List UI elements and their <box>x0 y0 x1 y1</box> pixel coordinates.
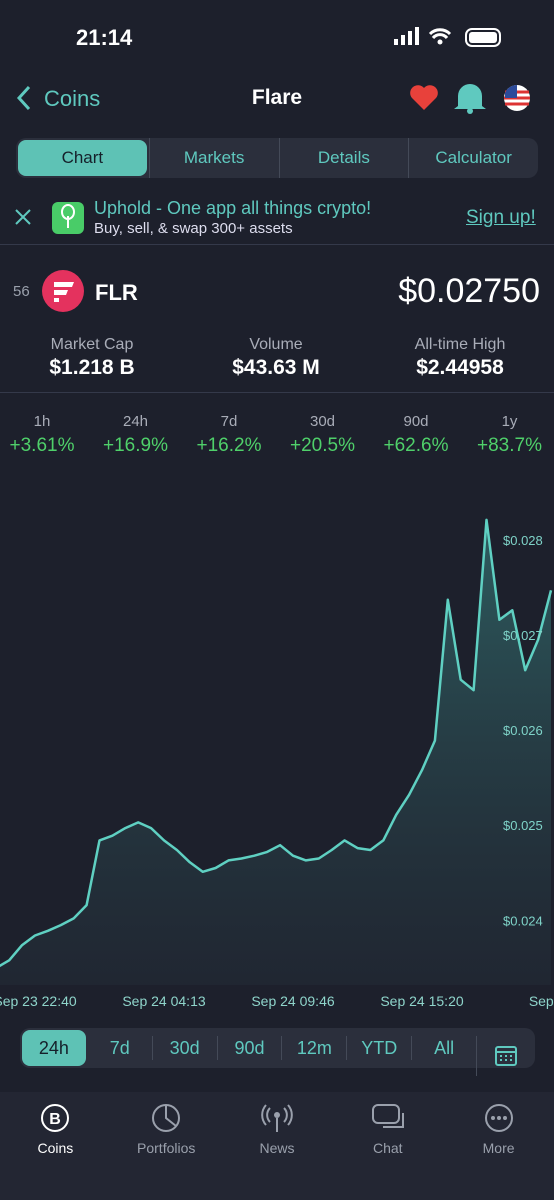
stat-label: Volume <box>249 336 303 353</box>
x-tick-label: Sep 24 <box>529 993 554 1009</box>
nav-item[interactable]: B Coins <box>0 1092 111 1200</box>
change-value: +3.61% <box>9 435 75 456</box>
area <box>0 519 551 985</box>
change-period: 30d <box>309 413 336 430</box>
calendar-button[interactable] <box>476 1036 535 1076</box>
y-tick-label: $0.028 <box>503 533 543 548</box>
nav-label: Portfolios <box>137 1140 196 1156</box>
change-value: +16.9% <box>103 435 168 456</box>
price-change: 90d +62.6% <box>370 413 462 457</box>
nav-label: Coins <box>37 1140 74 1156</box>
stat-value: $43.63 M <box>232 356 320 379</box>
range-button[interactable]: 12m <box>281 1036 346 1060</box>
divider <box>0 392 554 393</box>
change-value: +83.7% <box>477 435 542 456</box>
x-tick-label: Sep 24 04:13 <box>122 993 206 1009</box>
nav-item[interactable]: More <box>443 1092 554 1200</box>
stat: Market Cap $1.218 B <box>0 336 184 380</box>
back-button[interactable]: Coins <box>44 86 101 111</box>
price-line <box>0 518 553 968</box>
change-value: +20.5% <box>290 435 355 456</box>
nav-label: News <box>259 1140 295 1156</box>
nav-icon <box>261 1104 293 1132</box>
range-button[interactable]: 24h <box>22 1030 86 1066</box>
status-icons <box>394 27 501 47</box>
change-period: 1h <box>33 413 51 430</box>
range-selector: 24h 7d 30d 90d 12m YTD All <box>20 1028 535 1076</box>
y-tick-label: $0.026 <box>503 723 543 738</box>
close-ad-icon[interactable] <box>14 208 32 226</box>
tab[interactable]: Markets <box>148 138 279 178</box>
y-tick-label: $0.025 <box>503 818 543 833</box>
price-change: 1y +83.7% <box>464 413 554 457</box>
y-tick-label: $0.027 <box>503 628 543 643</box>
price-change: 30d +20.5% <box>277 413 369 457</box>
range-button[interactable]: 30d <box>151 1036 217 1060</box>
ad-subtitle: Buy, sell, & swap 300+ assets <box>94 220 293 237</box>
change-period: 1y <box>501 413 518 430</box>
price-change: 1h +3.61% <box>0 413 88 457</box>
change-period: 24h <box>122 413 149 430</box>
svg-text:B: B <box>50 1111 62 1128</box>
x-tick-label: Sep 24 09:46 <box>251 993 335 1009</box>
change-period: 7d <box>220 413 238 430</box>
flr-logo <box>42 270 84 312</box>
tab[interactable]: Chart <box>18 140 147 176</box>
tab[interactable]: Calculator <box>408 138 538 178</box>
price-chart: $0.024 $0.025 $0.026 $0.027 $0.028 Sep 23 22:… <box>0 518 554 1009</box>
coin-rank: 56 <box>13 283 30 300</box>
change-value: +62.6% <box>383 435 449 456</box>
range-button[interactable]: All <box>411 1036 476 1060</box>
status-time: 21:14 <box>76 25 133 50</box>
stat-label: All-time High <box>414 336 506 353</box>
range-button[interactable]: 90d <box>216 1036 282 1060</box>
stat-label: Market Cap <box>50 336 134 353</box>
uphold-logo <box>52 202 84 234</box>
nav-item[interactable]: Portfolios <box>111 1092 222 1200</box>
price-change: 24h +16.9% <box>90 413 182 457</box>
page-title: Flare <box>251 86 303 109</box>
back-icon[interactable] <box>14 84 34 112</box>
y-tick-label: $0.024 <box>503 913 543 928</box>
x-tick-label: Sep 24 15:20 <box>380 993 464 1009</box>
ad-cta[interactable]: Sign up! <box>466 207 536 228</box>
nav-label: More <box>482 1140 515 1156</box>
stat: Volume $43.63 M <box>184 336 368 380</box>
nav-icon <box>371 1104 404 1128</box>
nav-icon <box>152 1104 181 1132</box>
nav-icon: B <box>41 1104 70 1132</box>
divider <box>0 244 554 245</box>
stat-value: $2.44958 <box>416 356 504 379</box>
nav-label: Chat <box>373 1140 403 1156</box>
nav-icon <box>484 1104 513 1132</box>
change-period: 90d <box>403 413 429 430</box>
tab-bar: Chart Markets Details Calculator <box>16 138 538 178</box>
tab[interactable]: Details <box>278 138 409 178</box>
coin-symbol: FLR <box>95 280 138 305</box>
nav-item[interactable]: Chat <box>332 1092 443 1200</box>
bottom-nav: B Coins Portfolios News Chat More <box>0 1092 554 1200</box>
change-value: +16.2% <box>196 435 262 456</box>
ad-title[interactable]: Uphold - One app all things crypto! <box>94 198 372 218</box>
coin-price: $0.02750 <box>398 272 540 310</box>
stat: All-time High $2.44958 <box>368 336 552 380</box>
range-button[interactable]: YTD <box>346 1036 411 1060</box>
range-button[interactable]: 7d <box>109 1037 130 1058</box>
stat-value: $1.218 B <box>49 356 135 379</box>
nav-item[interactable]: News <box>222 1092 333 1200</box>
header-actions[interactable] <box>408 82 548 114</box>
price-change: 7d +16.2% <box>183 413 275 457</box>
x-tick-label: Sep 23 22:40 <box>0 993 77 1009</box>
